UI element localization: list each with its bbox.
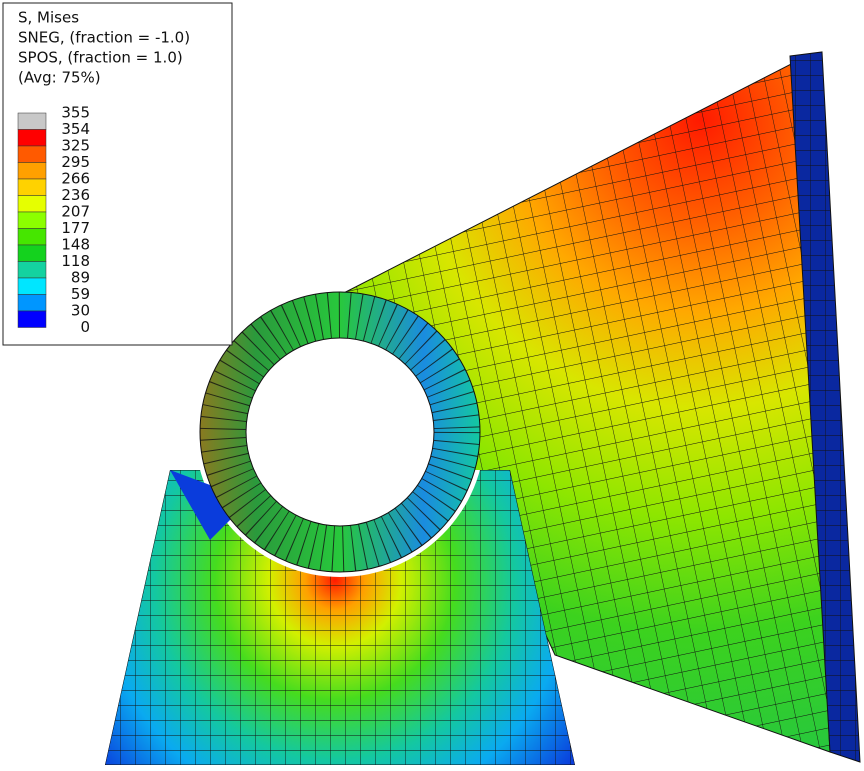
legend-label: 89 — [71, 269, 90, 287]
support-corner — [170, 470, 250, 540]
legend-swatch — [17, 112, 47, 130]
legend-swatch — [17, 261, 47, 279]
legend-label: 354 — [61, 120, 90, 138]
legend-label: 59 — [71, 285, 90, 303]
legend-swatch — [17, 162, 47, 180]
legend-label: 118 — [61, 252, 90, 270]
ring — [199, 291, 481, 573]
legend-swatch — [17, 211, 47, 229]
legend-swatch — [17, 244, 47, 262]
legend-label: 148 — [61, 236, 90, 254]
legend-label: 266 — [61, 170, 90, 188]
legend-label: 177 — [61, 219, 90, 237]
legend-label: 0 — [80, 318, 90, 336]
plate — [329, 51, 861, 763]
legend-swatch — [17, 294, 47, 312]
legend-title: (Avg: 75%) — [18, 69, 101, 87]
legend-swatch — [17, 195, 47, 213]
legend-swatch — [17, 310, 47, 328]
legend-label: 325 — [61, 137, 90, 155]
legend-title: S, Mises — [18, 9, 79, 27]
legend-title: SNEG, (fraction = -1.0) — [18, 29, 190, 47]
legend: S, Mises SNEG, (fraction = -1.0) SPOS, (fr… — [2, 2, 233, 346]
legend-label: 236 — [61, 186, 90, 204]
legend-swatch — [17, 129, 47, 147]
legend-label: 30 — [71, 302, 90, 320]
legend-title: SPOS, (fraction = 1.0) — [18, 49, 183, 67]
legend-label: 355 — [61, 104, 90, 122]
legend-label: 207 — [61, 203, 90, 221]
legend-swatch — [17, 178, 47, 196]
legend-swatch — [17, 228, 47, 246]
legend-swatch — [17, 145, 47, 163]
legend-label: 295 — [61, 153, 90, 171]
legend-swatch — [17, 277, 47, 295]
